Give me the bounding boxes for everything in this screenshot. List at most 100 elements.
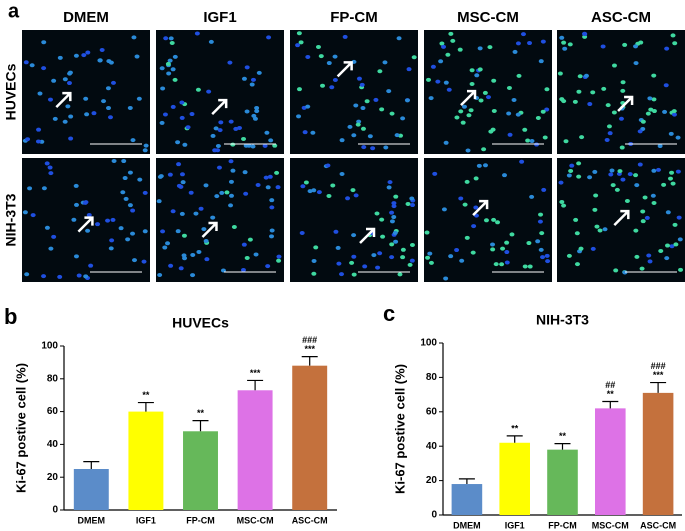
cell (667, 176, 673, 181)
cell (295, 43, 301, 48)
cell (535, 239, 541, 244)
cell (23, 60, 29, 65)
cell (168, 36, 174, 41)
cell (527, 41, 533, 46)
cell (525, 138, 531, 143)
cell (622, 270, 628, 275)
cell (179, 211, 185, 216)
cell (397, 272, 403, 277)
cell (587, 175, 593, 180)
cell (194, 31, 200, 36)
cell (243, 143, 249, 148)
bar (183, 431, 218, 510)
cell (169, 41, 175, 46)
cell (302, 130, 308, 135)
cell (482, 90, 488, 95)
bar (547, 449, 578, 515)
cell (228, 179, 234, 184)
cell (170, 67, 176, 72)
cell (350, 188, 356, 193)
cell (597, 228, 603, 233)
cell (608, 172, 614, 177)
cell (519, 159, 525, 164)
cell (394, 133, 400, 138)
cell (377, 251, 383, 256)
cell (360, 126, 366, 131)
cell (105, 86, 111, 91)
cell (175, 229, 181, 234)
cell (167, 172, 173, 177)
cell (410, 203, 416, 208)
cell (121, 159, 127, 164)
cell (377, 69, 383, 74)
cell (427, 251, 433, 256)
cell (105, 218, 111, 223)
cell (438, 59, 444, 64)
cell (333, 229, 339, 234)
cell (576, 174, 582, 179)
cell (664, 46, 670, 51)
cell (375, 265, 381, 270)
cell (640, 209, 646, 214)
cell (166, 71, 172, 76)
bar (595, 408, 626, 515)
cell (425, 77, 431, 82)
significance-label: ** (197, 408, 205, 418)
cell (118, 226, 124, 231)
cell (465, 148, 471, 153)
cell (466, 113, 472, 118)
significance-label: *** (250, 368, 261, 378)
cell (411, 55, 417, 60)
cell (574, 262, 580, 267)
cell (120, 190, 126, 195)
cell (669, 244, 675, 249)
cell (52, 116, 58, 121)
cell (241, 136, 247, 141)
cell (545, 259, 551, 264)
cell (231, 225, 237, 230)
cell (123, 196, 129, 201)
cell (500, 246, 506, 251)
cell (611, 110, 617, 115)
cell (218, 120, 224, 125)
cell (473, 176, 479, 181)
cell (670, 33, 676, 38)
cell (36, 127, 42, 132)
y-tick-label: 100 (420, 338, 437, 349)
x-tick-label: ASC-CM (640, 520, 676, 530)
cell (389, 255, 395, 260)
cell (573, 217, 579, 222)
cell (400, 116, 406, 121)
arrow (460, 89, 477, 107)
cell (540, 109, 546, 114)
cell (73, 254, 79, 259)
cell (252, 116, 258, 121)
cell (507, 132, 513, 137)
cell (620, 88, 626, 93)
cell (409, 242, 415, 247)
cell (458, 109, 464, 114)
cell (296, 114, 302, 119)
cell (561, 203, 567, 208)
micrograph-bg (424, 30, 552, 154)
cell (244, 109, 250, 114)
cell (30, 213, 36, 218)
cell (633, 228, 639, 233)
cell (386, 89, 392, 94)
cell (391, 204, 397, 209)
cell (109, 238, 115, 243)
cell (332, 77, 338, 82)
cell (167, 58, 173, 63)
error-bar (301, 356, 318, 366)
error-bar (83, 461, 100, 469)
cell (485, 95, 491, 100)
cell (592, 169, 598, 174)
micrograph-bg (290, 158, 418, 282)
cell (370, 146, 376, 151)
cell (157, 272, 163, 277)
cell (276, 258, 282, 263)
cell (326, 193, 332, 198)
cell (651, 201, 657, 206)
y-axis-label: Ki-67 postive cell (%) (13, 363, 28, 493)
cell (88, 263, 94, 268)
